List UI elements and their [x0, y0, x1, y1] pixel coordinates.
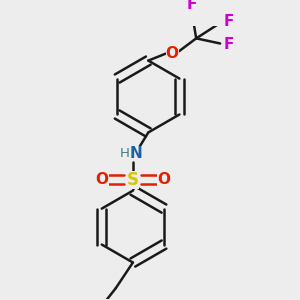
Text: S: S — [127, 170, 139, 188]
Text: O: O — [157, 172, 170, 187]
Text: O: O — [96, 172, 109, 187]
Text: F: F — [187, 0, 197, 13]
Text: O: O — [166, 46, 179, 61]
Text: N: N — [130, 146, 143, 161]
Text: F: F — [224, 14, 234, 29]
Text: F: F — [224, 37, 234, 52]
Text: H: H — [119, 147, 129, 161]
